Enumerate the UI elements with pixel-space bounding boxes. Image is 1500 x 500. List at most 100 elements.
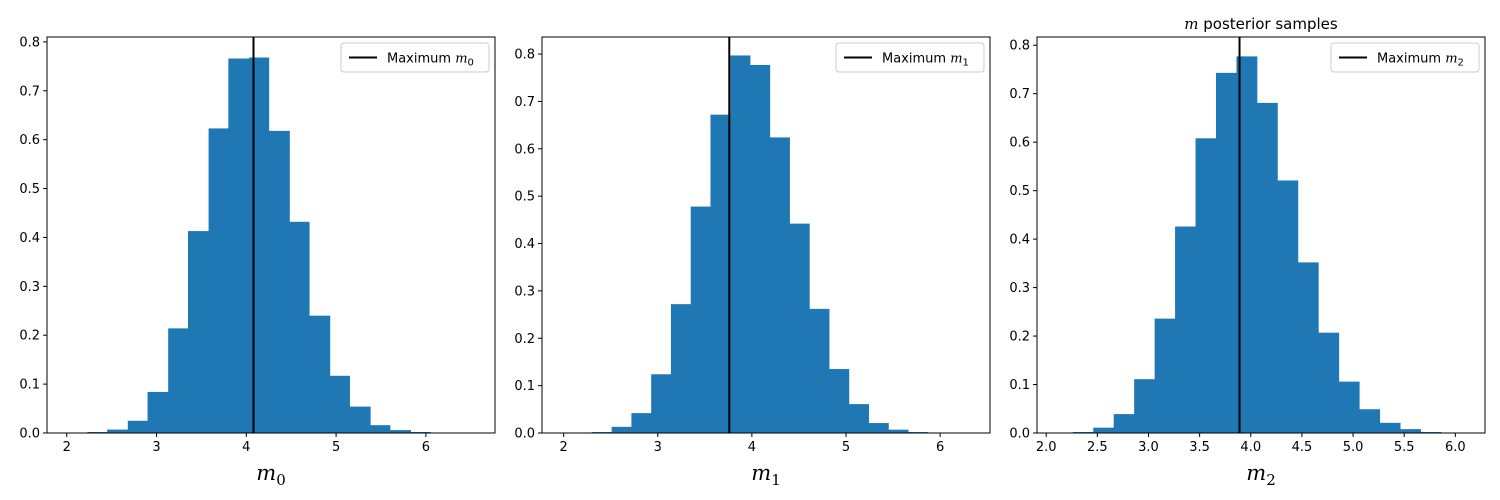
chart-title-var: m [1184,15,1198,33]
legend-label-subscript: 0 [468,58,474,69]
y-tick-label: 0.7 [1009,87,1030,102]
histogram-bar [1359,409,1381,433]
histogram-bar [127,420,148,433]
x-tick-label: 6.0 [1445,440,1466,455]
histogram-bar [1093,427,1115,433]
x-tick-label: 5 [842,440,850,455]
y-tick-label: 0.5 [19,182,40,197]
legend-label-prefix: Maximum [387,52,455,67]
histogram-bar [888,429,909,433]
x-tick-label: 2 [63,440,71,455]
legend-box [1330,42,1480,73]
legend-label: Maximum m0 [387,52,474,69]
histogram-bar [730,55,751,433]
y-tick-label: 0.5 [514,190,535,205]
histogram-bar [1236,56,1258,433]
x-axis-label: m0 [256,461,285,489]
histogram-bar [750,64,771,433]
y-tick-label: 0.3 [514,284,535,299]
x-tick-label: 3.0 [1138,440,1159,455]
histogram-bar [1379,422,1401,433]
histogram-bar [389,430,412,433]
histogram-bar [168,328,189,433]
legend-label-prefix: Maximum [1377,52,1445,67]
histogram-bar [1216,72,1237,433]
axes-frame [46,36,496,434]
x-tick-label: 5.0 [1343,440,1364,455]
chart-title: m posterior samples [1184,15,1338,33]
histogram-bar [809,308,830,433]
histogram-bar [651,374,672,433]
axes-frame [541,36,991,434]
x-tick-label: 4.5 [1292,440,1313,455]
histogram-bar [147,391,169,433]
x-tick-label: 5 [332,440,340,455]
x-tick-label: 3.5 [1189,440,1210,455]
histogram-panel-m0: 2 3 4 5 60.00.10.20.30.40.50.60.70.8m0Maximu… [19,35,496,489]
histogram-panel-m2: 2.0 2.5 3.0 3.5 4.0 4.5 5.0 5.5 6.0 0.0 0.1 0.2 0.3 0… [1009,15,1486,489]
histogram-bar [349,406,371,433]
legend-box [340,42,490,73]
x-tick-label: 4 [748,440,756,455]
histogram-bar [848,404,869,433]
histogram-bar [631,413,652,433]
y-tick-label: 0.8 [19,35,40,50]
histogram-bar [1256,102,1278,433]
y-tick-label: 0.8 [1009,39,1030,54]
y-tick-label: 0.1 [1009,378,1030,393]
y-tick-label: 0.4 [1009,233,1030,248]
histogram-bar [309,315,331,433]
histogram-bars [87,57,452,433]
histogram-bar [187,231,209,433]
x-axis-label-var: m [1246,461,1266,485]
legend: Maximum m1 [835,42,985,73]
y-tick-label: 0.7 [514,95,535,110]
x-axis-label-var: m [751,461,771,485]
y-tick-label: 0.7 [19,84,40,99]
histogram-bar [1400,429,1421,433]
y-tick-label: 0.4 [514,237,535,252]
legend-box [835,42,985,73]
histogram-bar [208,128,229,433]
legend-label-var: m [1445,52,1457,67]
y-tick-label: 0.0 [514,427,535,442]
y-tick-label: 0.2 [514,332,535,347]
histogram-bar [829,369,850,433]
histogram-bar [1113,414,1135,433]
x-axis-label-subscript: 1 [771,471,781,489]
histogram-bar [1318,332,1340,433]
x-axis-label: m1 [751,461,780,489]
histogram-bar [329,375,350,433]
histogram-panel-m1: 2 3 4 5 60.00.10.20.30.40.50.60.70.8m1Maximu… [514,36,991,489]
histogram-bars [591,55,949,433]
x-tick-label: 3 [152,440,160,455]
y-tick-label: 0.8 [514,48,535,63]
y-tick-label: 0.1 [514,379,535,394]
x-tick-label: 4 [242,440,250,455]
y-tick-label: 0.5 [1009,184,1030,199]
chart-title-text: posterior samples [1199,15,1338,33]
axes-frame [1036,36,1486,434]
legend-label: Maximum m1 [882,52,969,69]
legend-label: Maximum m2 [1377,52,1464,69]
histogram-bar [868,423,889,433]
legend-label-var: m [950,52,962,67]
histogram-bar [1277,180,1299,433]
histogram-bar [710,114,731,433]
histogram-bar [1175,226,1196,433]
legend-label-subscript: 1 [963,58,969,69]
y-tick-label: 0.0 [1009,427,1030,442]
y-tick-label: 0.2 [19,329,40,344]
y-tick-label: 0.2 [1009,330,1030,345]
x-axis-label-var: m [256,461,276,485]
x-tick-label: 6 [936,440,944,455]
histogram-bar [1297,262,1319,433]
histogram-bar [228,58,250,433]
histogram-bar [370,425,391,433]
x-tick-label: 5.5 [1394,440,1415,455]
legend-label-subscript: 2 [1458,58,1464,69]
x-tick-label: 2 [560,440,568,455]
histogram-bar [268,130,290,433]
y-tick-label: 0.6 [19,133,40,148]
